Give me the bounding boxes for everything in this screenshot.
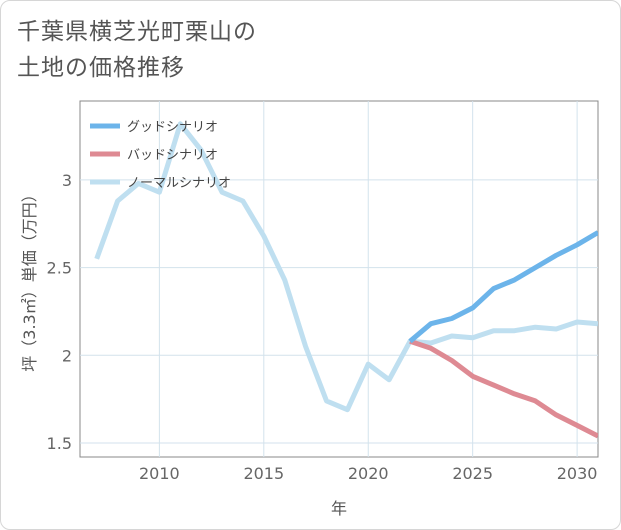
- y-axis-label: 坪（3.3㎡）単価（万円）: [20, 186, 39, 371]
- legend-label: グッドシナリオ: [127, 120, 218, 135]
- legend-label: ノーマルシナリオ: [127, 176, 231, 191]
- series-line-1: [409, 338, 598, 439]
- x-tick-label: 2030: [557, 464, 598, 483]
- y-tick-label: 1.5: [47, 434, 72, 453]
- series-line-2: [94, 121, 598, 413]
- legend-label: バッドシナリオ: [127, 148, 218, 163]
- x-tick-label: 2020: [348, 464, 389, 483]
- x-axis-label: 年: [331, 499, 347, 518]
- y-tick-label: 3: [62, 171, 72, 190]
- chart-title-line-2: 土地の価格推移: [17, 55, 185, 81]
- series-lines: [94, 121, 598, 439]
- chart-title: 千葉県横芝光町栗山の 土地の価格推移: [17, 14, 257, 86]
- y-tick-label: 2.5: [47, 259, 72, 278]
- grid-lines: [80, 101, 598, 457]
- y-tick-label: 2: [62, 346, 72, 365]
- x-tick-label: 2010: [139, 464, 180, 483]
- y-axis-ticks: 1.5 2 2.5 3: [47, 171, 72, 453]
- series-line-0: [408, 230, 598, 344]
- chart-title-line-1: 千葉県横芝光町栗山の: [17, 19, 257, 45]
- x-tick-label: 2025: [452, 464, 493, 483]
- x-axis-ticks: 2010 2015 2020 2025 2030: [139, 464, 597, 483]
- x-tick-label: 2015: [243, 464, 284, 483]
